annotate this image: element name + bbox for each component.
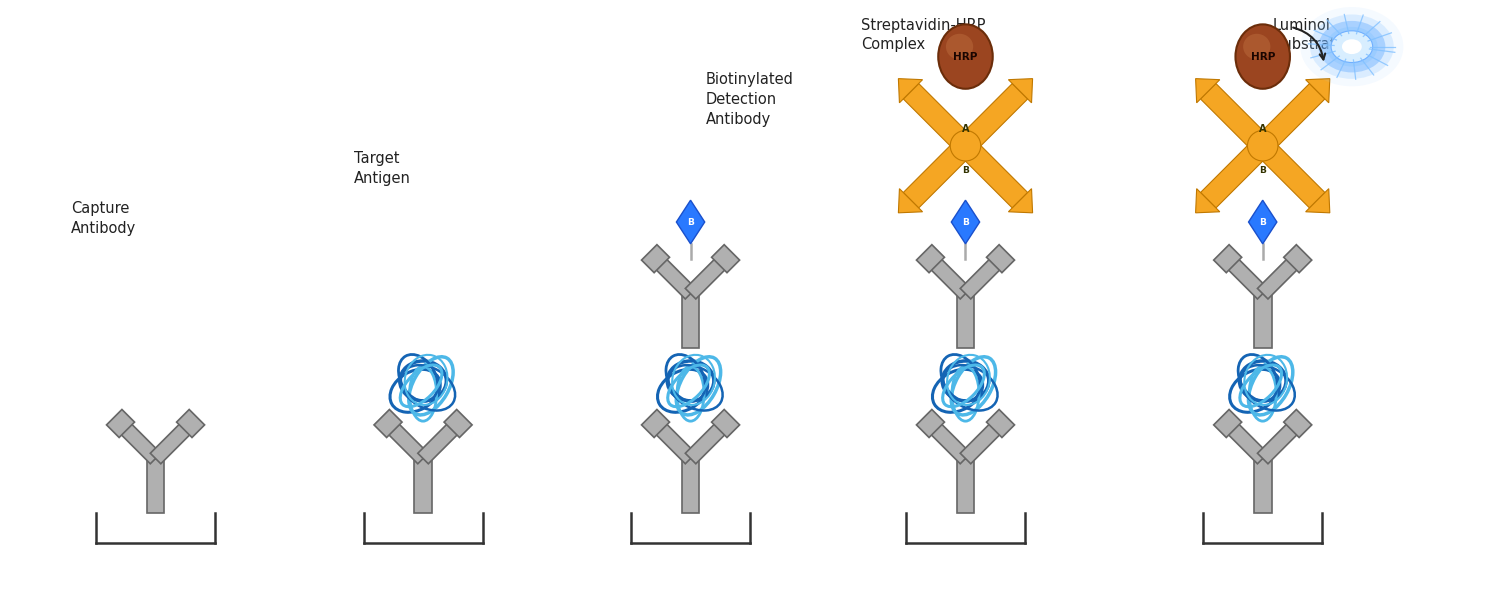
Polygon shape [958, 138, 1028, 208]
Text: Biotinylated
Detection
Antibody: Biotinylated Detection Antibody [705, 72, 794, 127]
Text: Capture
Antibody: Capture Antibody [72, 201, 136, 236]
Polygon shape [1196, 188, 1219, 213]
Polygon shape [1305, 188, 1330, 213]
Polygon shape [898, 79, 922, 103]
Polygon shape [1254, 458, 1272, 513]
Ellipse shape [1300, 7, 1404, 86]
Polygon shape [419, 418, 464, 464]
Ellipse shape [1342, 39, 1362, 54]
Polygon shape [1200, 138, 1270, 208]
Polygon shape [1257, 418, 1304, 464]
Text: HRP: HRP [954, 52, 978, 62]
Polygon shape [1254, 294, 1272, 348]
Polygon shape [681, 294, 699, 348]
Polygon shape [711, 409, 740, 437]
Polygon shape [987, 409, 1014, 437]
Polygon shape [1284, 245, 1311, 272]
Polygon shape [106, 409, 135, 437]
Polygon shape [642, 245, 669, 272]
Polygon shape [147, 458, 165, 513]
Text: Target
Antigen: Target Antigen [354, 151, 411, 186]
Ellipse shape [1330, 31, 1372, 62]
Polygon shape [903, 83, 974, 154]
Polygon shape [711, 245, 740, 272]
Polygon shape [957, 458, 975, 513]
Polygon shape [1256, 83, 1324, 154]
Polygon shape [1305, 79, 1330, 103]
Polygon shape [916, 409, 945, 437]
Polygon shape [382, 418, 429, 464]
Polygon shape [898, 188, 922, 213]
Text: HRP: HRP [1251, 52, 1275, 62]
Ellipse shape [1244, 34, 1270, 59]
Polygon shape [1222, 418, 1268, 464]
Polygon shape [686, 418, 730, 464]
Circle shape [950, 130, 981, 161]
Polygon shape [676, 200, 705, 244]
Polygon shape [903, 138, 974, 208]
Polygon shape [960, 418, 1006, 464]
Circle shape [1248, 130, 1278, 161]
Polygon shape [960, 253, 1006, 299]
Polygon shape [444, 409, 472, 437]
Text: B: B [687, 218, 694, 227]
Polygon shape [651, 418, 696, 464]
Text: B: B [962, 166, 969, 175]
Text: A: A [962, 124, 969, 134]
Ellipse shape [1318, 21, 1386, 73]
Polygon shape [1008, 79, 1032, 103]
Ellipse shape [1310, 14, 1394, 79]
Polygon shape [177, 409, 204, 437]
Polygon shape [1008, 188, 1032, 213]
Text: A: A [1258, 124, 1266, 134]
Polygon shape [1222, 253, 1268, 299]
Polygon shape [414, 458, 432, 513]
Polygon shape [1256, 138, 1324, 208]
Polygon shape [116, 418, 160, 464]
Ellipse shape [1326, 27, 1377, 67]
Polygon shape [926, 418, 970, 464]
Text: B: B [1260, 218, 1266, 227]
Polygon shape [958, 83, 1028, 154]
Ellipse shape [1334, 33, 1370, 61]
Polygon shape [681, 458, 699, 513]
Polygon shape [1214, 409, 1242, 437]
Polygon shape [150, 418, 196, 464]
Polygon shape [926, 253, 970, 299]
Text: B: B [1260, 166, 1266, 175]
Polygon shape [1284, 409, 1311, 437]
Ellipse shape [946, 34, 974, 59]
Polygon shape [374, 409, 402, 437]
Polygon shape [916, 245, 945, 272]
Polygon shape [1200, 83, 1270, 154]
Polygon shape [987, 245, 1014, 272]
Polygon shape [1196, 79, 1219, 103]
Text: Streptavidin-HRP
Complex: Streptavidin-HRP Complex [861, 17, 986, 52]
Polygon shape [951, 200, 980, 244]
Text: B: B [962, 218, 969, 227]
Ellipse shape [938, 25, 993, 89]
Polygon shape [1257, 253, 1304, 299]
Ellipse shape [1236, 25, 1290, 89]
Polygon shape [1214, 245, 1242, 272]
Polygon shape [1248, 200, 1276, 244]
Text: Luminol
Substrate: Luminol Substrate [1272, 17, 1344, 52]
Polygon shape [957, 294, 975, 348]
Polygon shape [651, 253, 696, 299]
Polygon shape [686, 253, 730, 299]
Polygon shape [642, 409, 669, 437]
